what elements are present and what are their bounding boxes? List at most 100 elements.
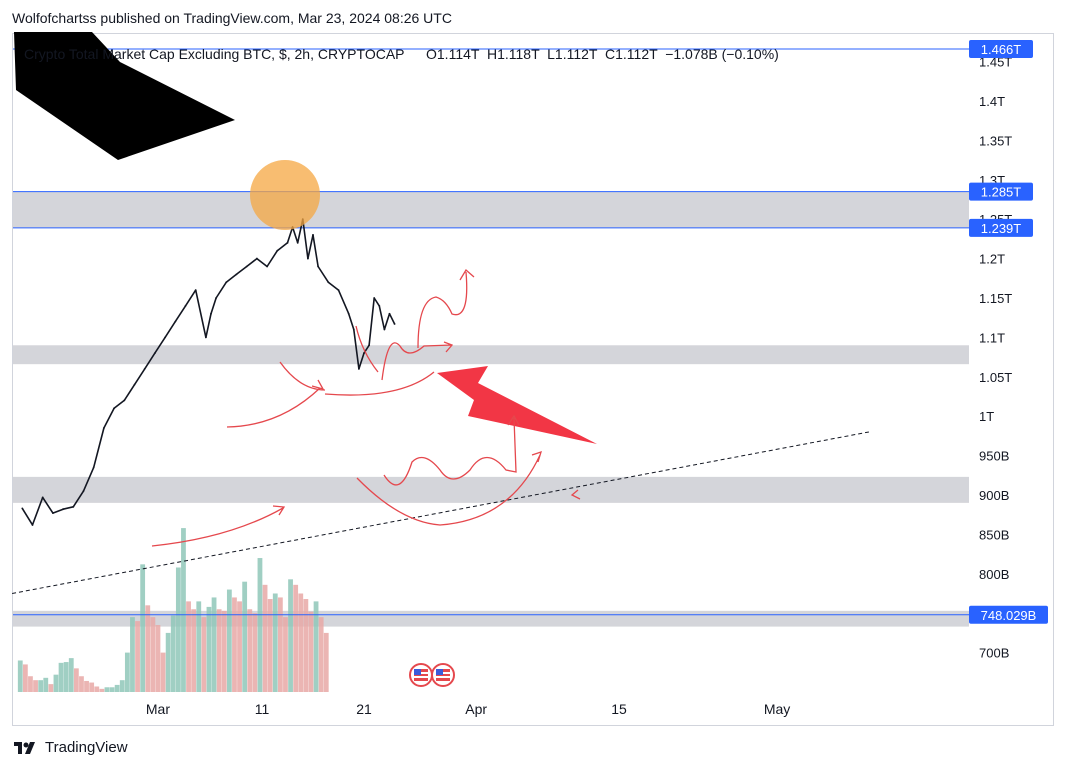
- us-event-flag-icon[interactable]: [409, 663, 433, 687]
- price-point: [41, 496, 44, 499]
- price-point: [317, 265, 319, 268]
- volume-bar: [165, 632, 171, 692]
- price-tick-label: 1.35T: [979, 133, 1012, 148]
- volume-bar: [135, 621, 140, 692]
- price-point: [352, 328, 355, 331]
- volume-bar: [313, 601, 319, 692]
- price-point: [225, 281, 228, 284]
- price-badge[interactable]: [969, 605, 1048, 624]
- price-axis: 1.45T1.4T1.35T1.3T1.25T1.2T1.15T1.1T1.05…: [979, 55, 1012, 661]
- time-tick-label: 15: [611, 701, 627, 717]
- volume-bar: [232, 597, 237, 692]
- price-point: [383, 328, 386, 331]
- price-tick-label: 700B: [979, 646, 1009, 661]
- zone-rect[interactable]: [13, 610, 969, 627]
- chart-frame: [12, 33, 1054, 726]
- volume-bar: [99, 688, 105, 692]
- price-tick-label: 900B: [979, 488, 1009, 503]
- volume-bar: [283, 617, 288, 692]
- price-point: [245, 265, 248, 268]
- price-badge[interactable]: [969, 218, 1033, 237]
- price-point: [266, 265, 268, 268]
- volume-bar: [216, 609, 222, 692]
- volume-bar: [226, 589, 232, 692]
- volume-bar: [293, 584, 299, 692]
- price-point: [358, 368, 360, 370]
- pen-stroke: [151, 505, 286, 547]
- price-tick-label: 950B: [979, 449, 1009, 464]
- us-event-flag-icon[interactable]: [431, 663, 455, 687]
- price-point: [31, 524, 34, 526]
- price-point: [337, 289, 340, 292]
- event-flags: [409, 663, 455, 687]
- volume-bar: [73, 668, 79, 692]
- footer-brand[interactable]: TradingView: [14, 739, 128, 756]
- publisher-line: Wolfofchartss published on TradingView.c…: [12, 10, 452, 26]
- trendline[interactable]: [12, 431, 869, 594]
- flag-stripe-white: [436, 676, 450, 678]
- price-point: [256, 257, 258, 260]
- volume-bar: [68, 658, 74, 692]
- price-badge[interactable]: [969, 182, 1033, 201]
- pen-stroke: [356, 450, 542, 526]
- price-point: [378, 304, 381, 307]
- price-tick-label: 1.15T: [979, 291, 1012, 306]
- volume-bar: [63, 662, 69, 692]
- price-point: [307, 257, 309, 260]
- time-tick-label: 11: [255, 701, 270, 717]
- volume-bar: [221, 610, 227, 692]
- volume-bar: [298, 593, 304, 692]
- volume-bar: [308, 611, 314, 692]
- pen-stroke: [324, 371, 435, 396]
- time-tick-label: 21: [356, 701, 372, 717]
- volume-bars: [17, 528, 329, 692]
- price-point: [184, 304, 187, 307]
- price-point: [373, 297, 376, 299]
- price-point: [215, 297, 218, 299]
- price-point: [388, 312, 391, 315]
- volume-bar: [257, 558, 263, 692]
- zone-rect[interactable]: [13, 476, 969, 503]
- zone-rect[interactable]: [13, 191, 969, 228]
- volume-bar: [318, 617, 324, 692]
- highlight-circle: [250, 160, 320, 230]
- volume-bar: [119, 680, 125, 692]
- price-point: [296, 241, 299, 244]
- pen-stroke: [355, 325, 379, 373]
- price-badge[interactable]: [969, 39, 1033, 58]
- price-badge-label: 1.285T: [981, 185, 1022, 200]
- price-point: [103, 427, 105, 429]
- price-point: [194, 289, 197, 292]
- volume-bar: [28, 676, 33, 692]
- time-tick-label: May: [764, 701, 790, 717]
- trendline-layer: [12, 431, 869, 594]
- price-badge-label: 1.466T: [981, 42, 1022, 57]
- volume-bar: [38, 680, 44, 692]
- price-point: [205, 336, 207, 339]
- price-point: [154, 352, 156, 355]
- volume-bar: [58, 662, 64, 692]
- zone-rect[interactable]: [13, 345, 969, 365]
- pen-stroke: [417, 268, 475, 349]
- price-point: [92, 466, 95, 469]
- price-tick-label: 850B: [979, 527, 1009, 542]
- footer-brand-label: TradingView: [45, 739, 128, 756]
- price-tick-label: 800B: [979, 567, 1009, 582]
- price-point: [113, 407, 115, 410]
- volume-bar: [79, 676, 84, 692]
- volume-bar: [303, 599, 309, 692]
- price-point: [143, 368, 146, 370]
- volume-bar: [323, 632, 329, 692]
- red-arrow-annotation: [437, 366, 597, 444]
- price-tick-label: 1.4T: [979, 94, 1005, 109]
- flag-stripe-white: [414, 676, 428, 678]
- volume-bar: [272, 593, 278, 692]
- price-point: [62, 508, 64, 511]
- price-point: [210, 312, 212, 315]
- price-tick-label: 1.05T: [979, 370, 1012, 385]
- volume-bar: [170, 615, 176, 692]
- volume-bar: [288, 579, 293, 692]
- volume-bar: [277, 597, 283, 692]
- volume-bar: [262, 584, 268, 692]
